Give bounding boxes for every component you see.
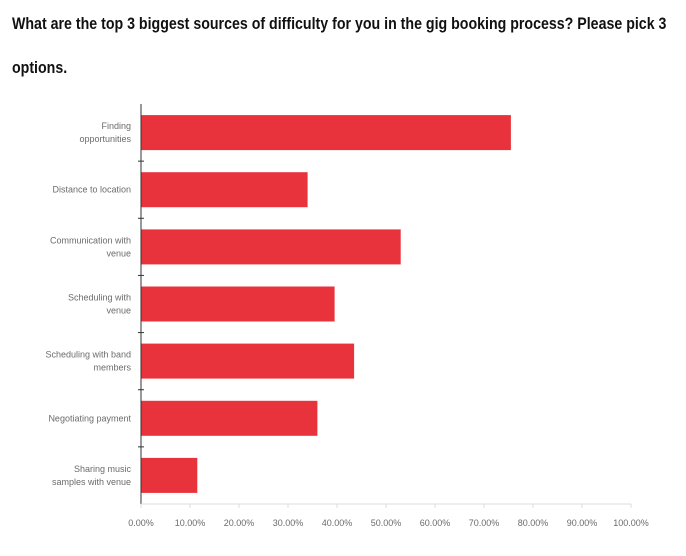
category-label-line: members — [93, 363, 131, 373]
category-label-line: Finding — [101, 121, 131, 131]
category-label-line: Communication with — [50, 235, 131, 245]
x-tick-label: 30.00% — [273, 518, 304, 528]
bar — [141, 457, 198, 493]
x-tick-label: 50.00% — [371, 518, 402, 528]
category-labels-group: Finding opportunities Distance to location… — [45, 121, 131, 487]
x-tick-label: 0.00% — [128, 518, 154, 528]
question-title: What are the top 3 biggest sources of di… — [12, 15, 667, 77]
category-label-line: Scheduling with — [68, 293, 131, 303]
bar — [141, 229, 401, 265]
category-label: Communication with venue — [50, 235, 131, 258]
category-label-line: opportunities — [79, 134, 131, 144]
category-label-line: Scheduling with band — [45, 350, 131, 360]
bar — [141, 400, 318, 436]
x-tick-label: 100.00% — [613, 518, 649, 528]
bar — [141, 172, 308, 208]
category-label-line: Distance to location — [52, 185, 131, 195]
category-label: Distance to location — [52, 185, 131, 195]
category-label-line: samples with venue — [52, 477, 131, 487]
category-label: Scheduling with band members — [45, 350, 131, 373]
bar — [141, 115, 511, 151]
category-label: Negotiating payment — [48, 413, 131, 423]
x-tick-label: 10.00% — [175, 518, 206, 528]
category-label: Sharing music samples with venue — [52, 464, 132, 487]
category-label-line: Sharing music — [74, 464, 132, 474]
category-label-line: Negotiating payment — [48, 413, 131, 423]
x-tick-label: 40.00% — [322, 518, 353, 528]
x-tick-label: 60.00% — [420, 518, 451, 528]
category-label: Finding opportunities — [79, 121, 131, 144]
bars-group — [138, 115, 511, 493]
x-tick-label: 90.00% — [567, 518, 598, 528]
x-ticks-group: 0.00% 10.00% 20.00% 30.00% 40.00% 50.00% 60.00… — [128, 504, 649, 528]
category-label: Scheduling with venue — [68, 293, 131, 316]
bar — [141, 343, 355, 379]
bar — [141, 286, 335, 322]
x-tick-label: 80.00% — [518, 518, 549, 528]
category-label-line: venue — [106, 306, 131, 316]
x-tick-label: 70.00% — [469, 518, 500, 528]
category-label-line: venue — [106, 248, 131, 258]
x-tick-label: 20.00% — [224, 518, 255, 528]
